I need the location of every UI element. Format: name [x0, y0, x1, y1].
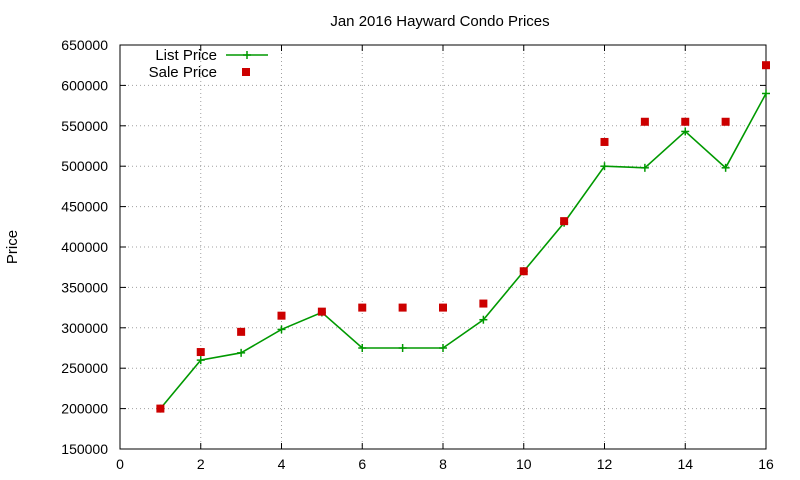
- series: [156, 61, 770, 413]
- legend-label: Sale Price: [149, 64, 217, 81]
- x-tick-label: 4: [278, 456, 286, 472]
- x-tick-label: 2: [197, 456, 205, 472]
- legend-marker: [243, 51, 251, 59]
- data-point: [600, 162, 609, 171]
- y-tick-label: 400000: [61, 239, 108, 255]
- data-point: [358, 344, 367, 352]
- data-point: [479, 315, 488, 324]
- data-point: [762, 89, 770, 98]
- data-point: [196, 356, 205, 365]
- data-point: [196, 348, 205, 357]
- x-tick-label: 12: [597, 456, 613, 472]
- y-axis-label: Price: [4, 230, 21, 264]
- series-0: [156, 89, 770, 413]
- y-tick-label: 250000: [61, 360, 108, 376]
- data-point: [640, 163, 649, 172]
- data-point: [640, 117, 649, 126]
- grid: [120, 45, 766, 449]
- data-point: [439, 303, 447, 312]
- x-tick-label: 16: [758, 456, 774, 472]
- data-point: [600, 137, 609, 146]
- x-tick-label: 6: [358, 456, 366, 472]
- data-point: [237, 348, 246, 357]
- x-tick-label: 10: [516, 456, 532, 472]
- data-point: [479, 299, 488, 308]
- y-tick-label: 600000: [61, 77, 108, 93]
- data-point: [721, 163, 730, 172]
- y-tick-label: 200000: [61, 401, 108, 417]
- data-point: [398, 344, 407, 352]
- data-point: [439, 344, 447, 352]
- data-point: [560, 217, 569, 226]
- data-point: [156, 404, 165, 413]
- y-tick-label: 500000: [61, 158, 108, 174]
- y-tick-label: 550000: [61, 118, 108, 134]
- data-point: [681, 127, 690, 136]
- data-point: [762, 61, 770, 70]
- legend-marker: [242, 68, 250, 76]
- y-tick-label: 350000: [61, 279, 108, 295]
- x-tick-label: 8: [439, 456, 447, 472]
- data-point: [519, 267, 528, 276]
- y-tick-label: 650000: [61, 37, 108, 53]
- data-point: [317, 307, 326, 316]
- x-tick-label: 14: [677, 456, 693, 472]
- data-point: [681, 117, 690, 126]
- axes: 0 2 4 6 8 10 12 14 16 150000 200000 250000 300000 350…: [61, 37, 774, 472]
- y-tick-label: 300000: [61, 320, 108, 336]
- series-1: [156, 61, 770, 413]
- data-point: [277, 311, 286, 320]
- data-point: [721, 117, 730, 126]
- chart-title: Jan 2016 Hayward Condo Prices: [330, 13, 549, 30]
- data-point: [277, 325, 286, 334]
- legend-label: List Price: [155, 47, 217, 64]
- series-line: [159, 93, 767, 410]
- y-tick-label: 150000: [61, 441, 108, 457]
- data-point: [237, 327, 246, 336]
- y-tick-label: 450000: [61, 199, 108, 215]
- data-point: [398, 303, 407, 312]
- data-point: [358, 303, 367, 312]
- x-tick-label: 0: [116, 456, 124, 472]
